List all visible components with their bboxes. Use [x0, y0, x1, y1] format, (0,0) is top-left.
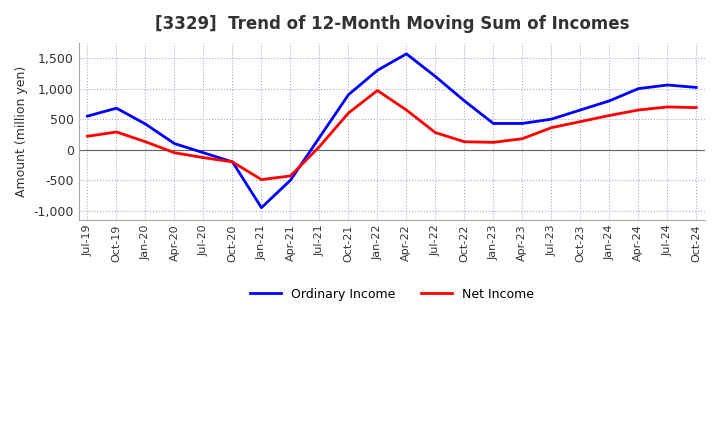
- Net Income: [634, 107, 643, 113]
- Y-axis label: Amount (million yen): Amount (million yen): [15, 66, 28, 197]
- Net Income: [518, 136, 526, 141]
- Ordinary Income: [518, 121, 526, 126]
- Ordinary Income: [141, 121, 150, 127]
- Net Income: [257, 177, 266, 182]
- Net Income: [315, 144, 324, 149]
- Line: Net Income: Net Income: [88, 91, 696, 180]
- Net Income: [663, 104, 672, 110]
- Ordinary Income: [605, 98, 613, 103]
- Net Income: [431, 130, 440, 135]
- Net Income: [228, 159, 237, 165]
- Net Income: [460, 139, 469, 144]
- Ordinary Income: [112, 106, 121, 111]
- Ordinary Income: [431, 74, 440, 79]
- Ordinary Income: [402, 51, 410, 56]
- Net Income: [402, 107, 410, 113]
- Ordinary Income: [547, 117, 556, 122]
- Net Income: [605, 113, 613, 118]
- Ordinary Income: [315, 135, 324, 140]
- Net Income: [373, 88, 382, 93]
- Net Income: [692, 105, 701, 110]
- Ordinary Income: [170, 141, 179, 146]
- Net Income: [489, 140, 498, 145]
- Net Income: [286, 173, 294, 179]
- Ordinary Income: [228, 159, 237, 165]
- Ordinary Income: [692, 85, 701, 90]
- Ordinary Income: [576, 107, 585, 113]
- Net Income: [344, 110, 353, 116]
- Ordinary Income: [663, 82, 672, 88]
- Ordinary Income: [199, 150, 208, 155]
- Net Income: [576, 119, 585, 124]
- Net Income: [141, 139, 150, 144]
- Ordinary Income: [460, 98, 469, 103]
- Net Income: [199, 155, 208, 160]
- Ordinary Income: [257, 205, 266, 210]
- Title: [3329]  Trend of 12-Month Moving Sum of Incomes: [3329] Trend of 12-Month Moving Sum of I…: [155, 15, 629, 33]
- Net Income: [170, 150, 179, 155]
- Ordinary Income: [373, 68, 382, 73]
- Ordinary Income: [344, 92, 353, 97]
- Line: Ordinary Income: Ordinary Income: [88, 54, 696, 208]
- Net Income: [547, 125, 556, 130]
- Net Income: [112, 129, 121, 135]
- Ordinary Income: [286, 178, 294, 183]
- Ordinary Income: [84, 114, 92, 119]
- Legend: Ordinary Income, Net Income: Ordinary Income, Net Income: [245, 282, 539, 306]
- Ordinary Income: [489, 121, 498, 126]
- Net Income: [84, 134, 92, 139]
- Ordinary Income: [634, 86, 643, 92]
